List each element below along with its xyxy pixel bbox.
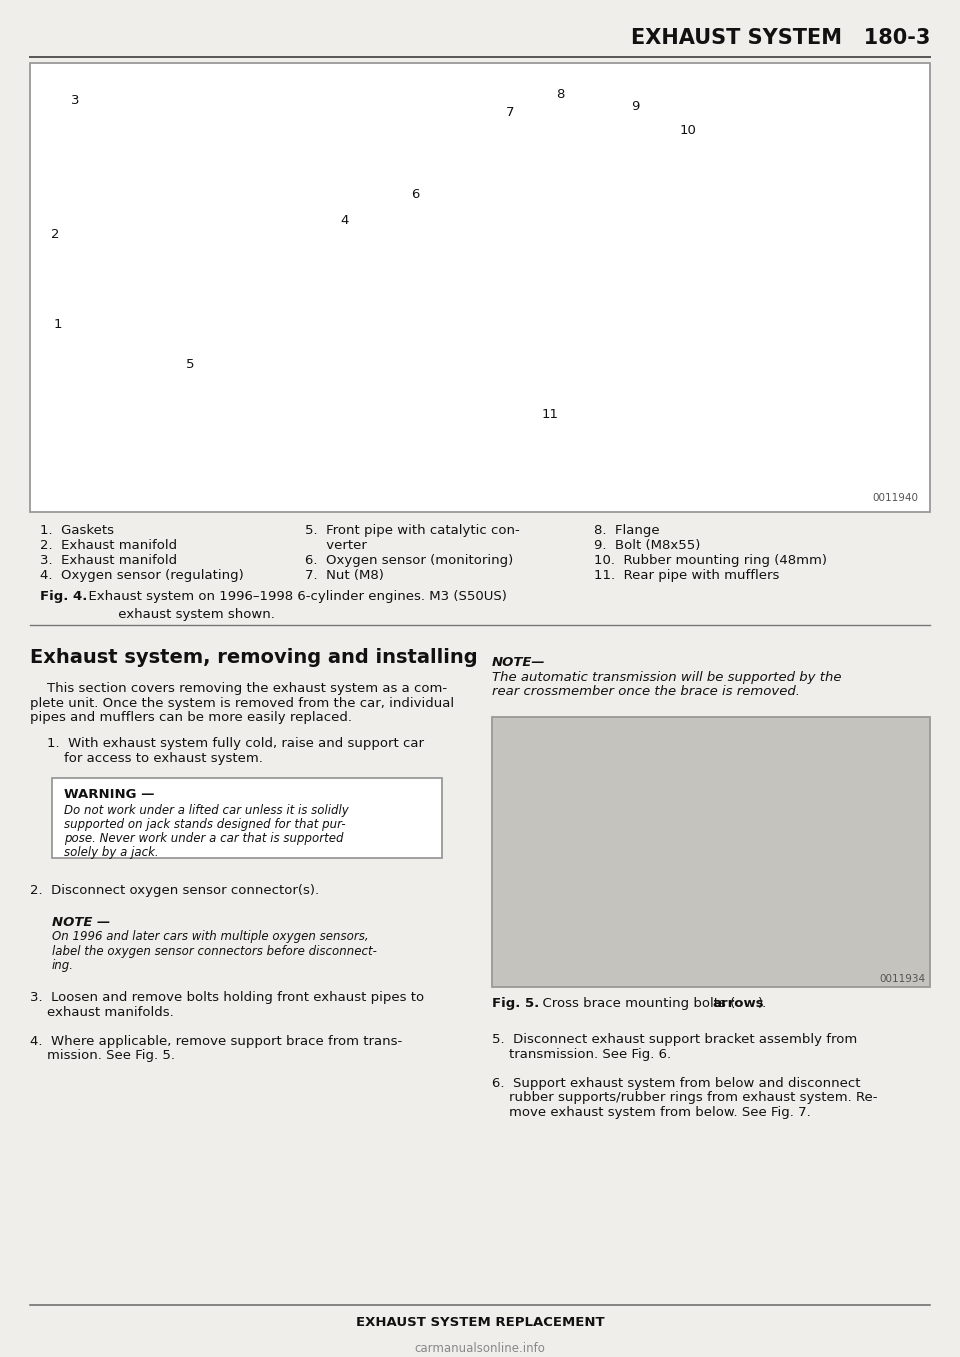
Text: transmission. See Fig. 6.: transmission. See Fig. 6.	[492, 1048, 671, 1061]
Text: 11.  Rear pipe with mufflers: 11. Rear pipe with mufflers	[594, 569, 780, 582]
Text: 2.  Exhaust manifold: 2. Exhaust manifold	[40, 539, 178, 552]
Text: pipes and mufflers can be more easily replaced.: pipes and mufflers can be more easily re…	[30, 711, 352, 725]
Text: 1.  With exhaust system fully cold, raise and support car: 1. With exhaust system fully cold, raise…	[30, 737, 424, 750]
Text: NOTE—: NOTE—	[492, 655, 545, 669]
Text: label the oxygen sensor connectors before disconnect-: label the oxygen sensor connectors befor…	[52, 944, 377, 958]
Text: verter: verter	[305, 539, 367, 552]
Text: 9.  Bolt (M8x55): 9. Bolt (M8x55)	[594, 539, 701, 552]
Text: supported on jack stands designed for that pur-: supported on jack stands designed for th…	[64, 818, 346, 830]
Text: EXHAUST SYSTEM   180-3: EXHAUST SYSTEM 180-3	[631, 28, 930, 47]
Text: 7.  Nut (M8): 7. Nut (M8)	[305, 569, 384, 582]
Text: ).: ).	[758, 997, 767, 1010]
Text: arrows: arrows	[712, 997, 763, 1010]
Text: EXHAUST SYSTEM REPLACEMENT: EXHAUST SYSTEM REPLACEMENT	[356, 1315, 604, 1329]
Text: NOTE —: NOTE —	[52, 916, 110, 928]
Text: 10: 10	[680, 123, 696, 137]
Bar	[32, 65, 928, 510]
Text: 4.  Oxygen sensor (regulating): 4. Oxygen sensor (regulating)	[40, 569, 244, 582]
Text: rear crossmember once the brace is removed.: rear crossmember once the brace is remov…	[492, 685, 800, 697]
Text: pose. Never work under a car that is supported: pose. Never work under a car that is sup…	[64, 832, 344, 844]
Text: Cross brace mounting bolts (: Cross brace mounting bolts (	[534, 997, 735, 1010]
Text: carmanualsonline.info: carmanualsonline.info	[415, 1342, 545, 1354]
Text: On 1996 and later cars with multiple oxygen sensors,: On 1996 and later cars with multiple oxy…	[52, 930, 369, 943]
Text: 10.  Rubber mounting ring (48mm): 10. Rubber mounting ring (48mm)	[594, 554, 827, 567]
Text: 2: 2	[51, 228, 60, 242]
Text: 5.  Front pipe with catalytic con-: 5. Front pipe with catalytic con-	[305, 524, 519, 537]
Text: rubber supports/rubber rings from exhaust system. Re-: rubber supports/rubber rings from exhaus…	[492, 1091, 877, 1105]
Text: 9: 9	[631, 100, 639, 114]
Text: 11: 11	[541, 408, 559, 422]
Text: 0011934: 0011934	[878, 974, 925, 984]
Text: 4: 4	[341, 213, 349, 227]
Text: Exhaust system on 1996–1998 6-cylinder engines. M3 (S50US)
         exhaust syst: Exhaust system on 1996–1998 6-cylinder e…	[80, 590, 507, 622]
Text: 3.  Loosen and remove bolts holding front exhaust pipes to: 3. Loosen and remove bolts holding front…	[30, 991, 424, 1004]
Text: 3.  Exhaust manifold: 3. Exhaust manifold	[40, 554, 178, 567]
Text: 2.  Disconnect oxygen sensor connector(s).: 2. Disconnect oxygen sensor connector(s)…	[30, 883, 319, 897]
Text: 8.  Flange: 8. Flange	[594, 524, 660, 537]
Text: 7: 7	[506, 106, 515, 119]
Text: 4.  Where applicable, remove support brace from trans-: 4. Where applicable, remove support brac…	[30, 1034, 402, 1048]
Text: Do not work under a lifted car unless it is solidly: Do not work under a lifted car unless it…	[64, 803, 348, 817]
Text: Fig. 4.: Fig. 4.	[40, 590, 87, 603]
Text: move exhaust system from below. See Fig. 7.: move exhaust system from below. See Fig.…	[492, 1106, 811, 1118]
Text: 1: 1	[54, 319, 62, 331]
Text: Exhaust system, removing and installing: Exhaust system, removing and installing	[30, 649, 478, 668]
Text: 6: 6	[411, 189, 420, 201]
Text: 5: 5	[185, 358, 194, 372]
Text: The automatic transmission will be supported by the: The automatic transmission will be suppo…	[492, 670, 842, 684]
Text: This section covers removing the exhaust system as a com-: This section covers removing the exhaust…	[30, 683, 447, 695]
Text: plete unit. Once the system is removed from the car, individual: plete unit. Once the system is removed f…	[30, 696, 454, 710]
Text: ing.: ing.	[52, 959, 74, 972]
Text: 6.  Oxygen sensor (monitoring): 6. Oxygen sensor (monitoring)	[305, 554, 514, 567]
Text: WARNING —: WARNING —	[64, 787, 155, 801]
Bar	[30, 62, 930, 512]
Text: 1.  Gaskets: 1. Gaskets	[40, 524, 114, 537]
Text: for access to exhaust system.: for access to exhaust system.	[30, 752, 263, 764]
Text: exhaust manifolds.: exhaust manifolds.	[30, 1006, 174, 1019]
Text: mission. See Fig. 5.: mission. See Fig. 5.	[30, 1049, 175, 1063]
Text: 8: 8	[556, 88, 564, 102]
Text: 5.  Disconnect exhaust support bracket assembly from: 5. Disconnect exhaust support bracket as…	[492, 1033, 857, 1046]
Bar	[52, 778, 442, 858]
Text: 6.  Support exhaust system from below and disconnect: 6. Support exhaust system from below and…	[492, 1076, 860, 1090]
Text: solely by a jack.: solely by a jack.	[64, 845, 158, 859]
Bar	[492, 716, 930, 987]
Text: Fig. 5.: Fig. 5.	[492, 997, 540, 1010]
Text: 0011940: 0011940	[872, 493, 918, 503]
Text: 3: 3	[71, 94, 80, 106]
